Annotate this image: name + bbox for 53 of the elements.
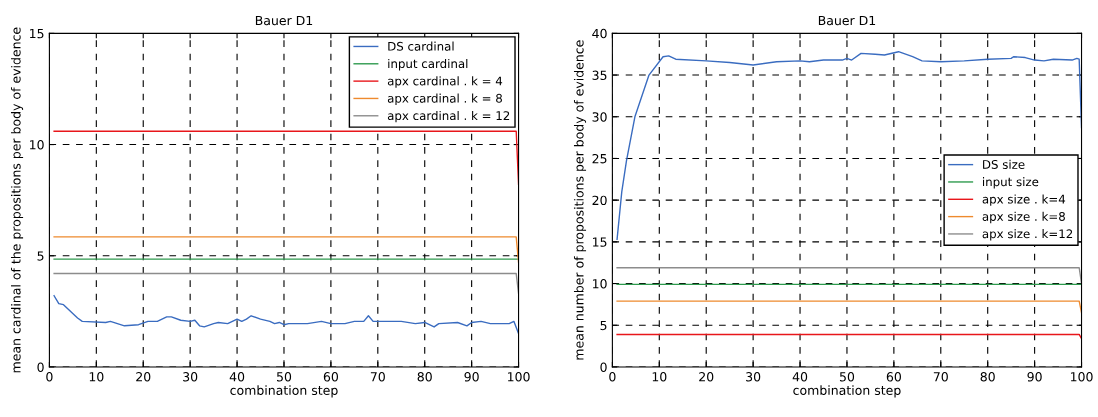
x-tick-label: 70 <box>933 372 948 382</box>
y-tick-label: 35 <box>592 70 607 80</box>
y-axis-title: mean cardinal of the propositions per body of evidence <box>10 27 24 373</box>
x-tick-label: 90 <box>1027 372 1042 382</box>
y-tick-label: 20 <box>592 195 607 206</box>
y-tick-label: 30 <box>592 112 607 122</box>
x-axis-title: combination step <box>230 385 338 398</box>
y-tick-label: 25 <box>592 153 607 164</box>
legend-label: apx cardinal . k = 8 <box>387 93 502 106</box>
x-tick-label: 0 <box>609 372 616 382</box>
y-tick-label: 15 <box>592 237 607 247</box>
x-tick-label: 90 <box>464 372 479 382</box>
y-tick-label: 10 <box>592 279 607 289</box>
legend-label: DS size <box>983 159 1025 169</box>
x-tick-label: 10 <box>652 372 667 382</box>
legend-label: input cardinal <box>388 58 468 71</box>
legend-label: apx size . k=12 <box>982 229 1073 241</box>
legend-label: apx size . k=4 <box>982 194 1066 206</box>
x-tick-label: 40 <box>229 372 245 382</box>
x-tick-label: 30 <box>183 372 198 382</box>
y-tick-label: 0 <box>37 362 44 372</box>
x-tick-label: 100 <box>508 372 530 382</box>
x-tick-label: 20 <box>136 372 151 382</box>
legend-label: apx cardinal . k = 4 <box>387 76 503 88</box>
x-tick-label: 0 <box>46 372 53 382</box>
x-tick-label: 60 <box>323 372 339 382</box>
legend-label: apx cardinal . k = 12 <box>387 110 510 123</box>
y-tick-label: 15 <box>30 29 44 39</box>
x-tick-label: 50 <box>839 372 855 382</box>
chart-title: Bauer D1 <box>255 15 313 26</box>
x-tick-label: 60 <box>886 372 901 382</box>
y-tick-label: 40 <box>592 28 607 39</box>
x-tick-label: 70 <box>370 372 385 382</box>
x-tick-label: 80 <box>417 372 432 382</box>
y-tick-label: 10 <box>30 140 44 150</box>
x-tick-label: 40 <box>792 372 808 382</box>
x-axis-title: combination step <box>793 385 901 398</box>
x-tick-label: 80 <box>980 372 995 382</box>
y-tick-label: 5 <box>37 251 44 261</box>
legend-label: input size <box>983 177 1039 189</box>
line-series <box>616 51 1082 241</box>
legend-label: DS cardinal <box>388 41 454 51</box>
x-tick-label: 20 <box>699 372 714 382</box>
x-tick-label: 100 <box>1070 372 1093 382</box>
x-tick-label: 50 <box>276 372 292 382</box>
y-axis-title: mean number of propositions per body of evidence <box>573 40 587 360</box>
x-tick-label: 30 <box>746 372 761 382</box>
x-tick-label: 10 <box>89 372 104 382</box>
legend-label: apx size . k=8 <box>982 211 1065 224</box>
y-tick-label: 5 <box>600 320 607 331</box>
chart-title: Bauer D1 <box>818 15 876 26</box>
line-series <box>53 295 519 335</box>
y-tick-label: 0 <box>600 362 607 372</box>
